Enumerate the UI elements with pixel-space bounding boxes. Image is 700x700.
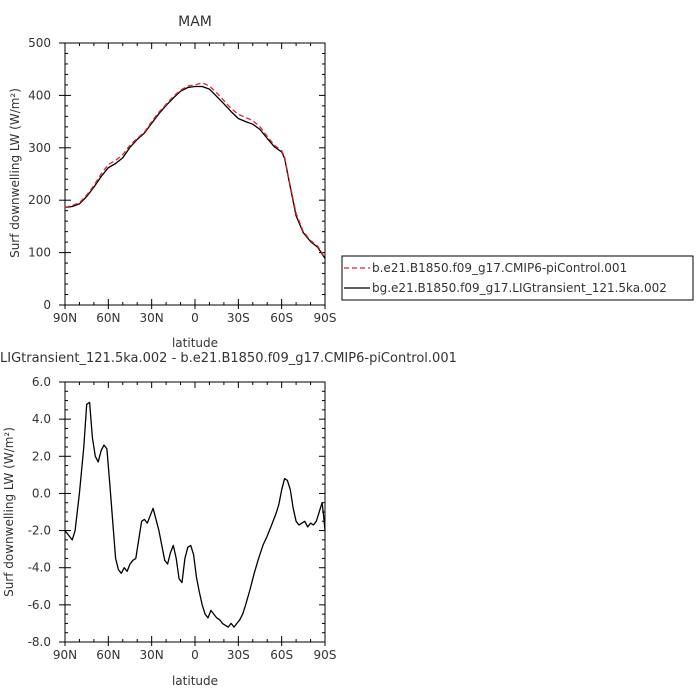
x-tick-label: 30S: [227, 311, 250, 325]
bottom-plot-frame: [64, 381, 326, 643]
top-x-axis-label: latitude: [172, 336, 218, 350]
x-tick-label: 0: [191, 311, 199, 325]
series-line-1: [64, 85, 326, 259]
y-tick-label: -4.0: [28, 561, 51, 575]
series-line-0: [64, 82, 326, 259]
y-tick-label: 500: [28, 36, 51, 50]
bottom-x-axis-label: latitude: [172, 674, 218, 688]
top-plot-area: 90N 60N 30N 0 30S 60S 90S 0 100 200 300 400 500: [28, 36, 336, 325]
y-tick-label: 0: [43, 298, 51, 312]
y-tick-label: 0.0: [32, 486, 51, 500]
legend: b.e21.B1850.f09_g17.CMIP6-piControl.001 …: [341, 255, 694, 301]
y-tick-label: -6.0: [28, 598, 51, 612]
y-tick-label: 300: [28, 141, 51, 155]
bottom-y-axis-label: Surf downwelling LW (W/m²): [2, 427, 16, 597]
x-tick-label: 90S: [314, 648, 337, 662]
y-tick-label: 6.0: [32, 375, 51, 389]
y-tick-label: 4.0: [32, 412, 51, 426]
top-y-axis-label: Surf downwelling LW (W/m²): [8, 88, 22, 258]
x-tick-label: 90S: [314, 311, 337, 325]
x-tick-label: 60N: [96, 311, 120, 325]
series-line-0: [64, 401, 326, 628]
legend-label-piControl: b.e21.B1850.f09_g17.CMIP6-piControl.001: [372, 261, 627, 275]
y-tick-label: 100: [28, 246, 51, 260]
y-tick-label: -8.0: [28, 635, 51, 649]
legend-box: [341, 255, 694, 301]
y-tick-label: 400: [28, 88, 51, 102]
x-tick-label: 90N: [53, 648, 77, 662]
bottom-chart-title: LIGtransient_121.5ka.002 - b.e21.B1850.f…: [0, 351, 457, 366]
legend-label-LIGtransient: bg.e21.B1850.f09_g17.LIGtransient_121.5k…: [372, 281, 667, 295]
x-tick-label: 30S: [227, 648, 250, 662]
bottom-plot-area: 90N 60N 30N 0 30S 60S 90S -8.0 -6.0 -4.0 -2.0 0.0 2.…: [28, 375, 337, 662]
y-tick-label: 2.0: [32, 449, 51, 463]
x-tick-label: 30N: [140, 311, 164, 325]
top-chart: MAM 90N 60N 30N 0 30S 60S 90S0100200300400500 …: [8, 14, 694, 350]
x-tick-label: 0: [191, 648, 199, 662]
x-tick-label: 90N: [53, 311, 77, 325]
x-tick-label: 60N: [96, 648, 120, 662]
bottom-chart: LIGtransient_121.5ka.002 - b.e21.B1850.f…: [0, 351, 457, 688]
y-tick-label: -2.0: [28, 524, 51, 538]
x-tick-label: 60S: [270, 648, 293, 662]
x-tick-label: 60S: [270, 311, 293, 325]
top-chart-title: MAM: [178, 14, 212, 30]
y-tick-label: 200: [28, 193, 51, 207]
x-tick-label: 30N: [140, 648, 164, 662]
